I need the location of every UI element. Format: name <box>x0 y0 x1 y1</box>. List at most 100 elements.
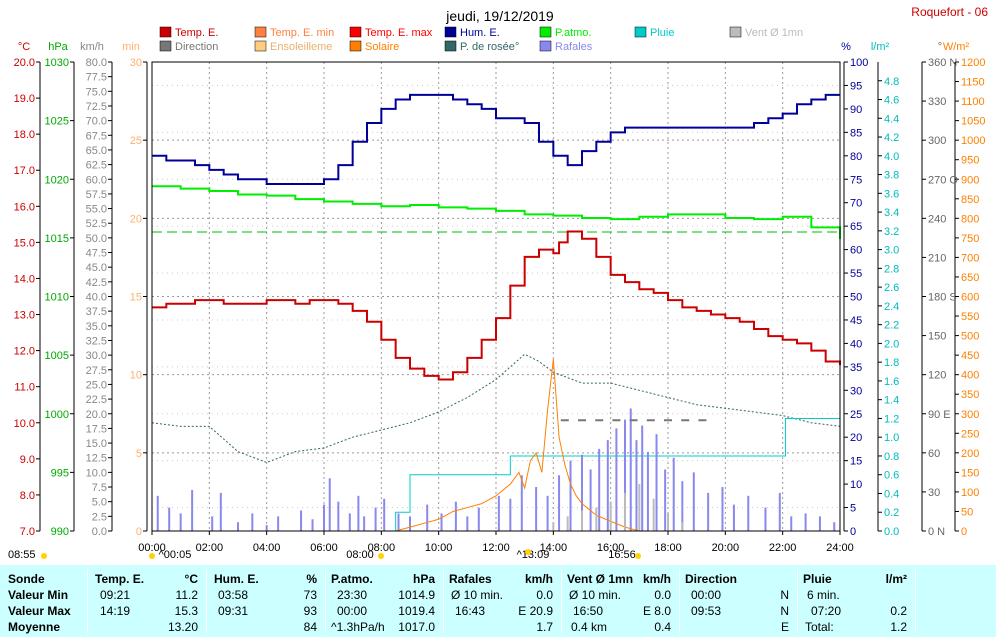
tick-label-rain_lm2: 2.4 <box>884 301 899 313</box>
point-direction <box>560 419 569 422</box>
x-tick-label: 22:00 <box>769 542 797 554</box>
direction-avg-value: E <box>780 620 789 634</box>
pluie-total-value: 1.2 <box>890 620 907 634</box>
tick-label-solar_wm2: 1050 <box>961 116 985 128</box>
tick-label-rain_lm2: 1.8 <box>884 357 899 369</box>
header-temp-unit: °C <box>184 572 198 586</box>
tick-label-rain_lm2: 2.2 <box>884 320 899 332</box>
tick-label-sunshine_min: 5 <box>136 448 142 460</box>
rafales-min-time: Ø 10 min. <box>451 588 504 602</box>
sun-marker-label: 16:56 <box>608 549 636 561</box>
legend-label: Vent Ø 1mn <box>745 27 803 39</box>
tick-label-wind_kmh: 0.0 <box>92 526 107 538</box>
legend-swatch <box>254 40 267 52</box>
tick-label-rain_lm2: 1.0 <box>884 432 899 444</box>
tick-label-rain_lm2: 0.0 <box>884 526 899 538</box>
tick-label-pressure_hpa: 1030 <box>45 57 69 69</box>
tick-label-direction_deg: 0 N <box>928 526 945 538</box>
table-row: Valeur Min 09:21 11.2 03:58 73 23:30 101… <box>0 587 996 603</box>
legend-label: P. de rosée° <box>460 41 519 53</box>
legend-label: Hum. E. <box>460 27 500 39</box>
tick-label-rain_lm2: 1.6 <box>884 376 899 388</box>
legend-swatch <box>349 40 362 52</box>
tick-label-solar_wm2: 1150 <box>961 77 985 89</box>
patmo-avg-value: 1017.0 <box>398 620 435 634</box>
hum-min-value: 73 <box>303 588 317 602</box>
patmo-max-time: 00:00 <box>337 604 368 618</box>
header-pluie-unit: l/m² <box>885 572 907 586</box>
tick-label-temp_c: 17.0 <box>14 165 35 177</box>
tick-label-wind_kmh: 17.5 <box>86 423 107 435</box>
pluie-interval: 6 min. <box>807 588 840 602</box>
tick-label-sunshine_min: 10 <box>130 370 142 382</box>
tick-label-direction_deg: 330 <box>928 96 946 108</box>
row-label: Valeur Min <box>8 588 69 602</box>
tick-label-humidity_pct: 90 <box>850 104 862 116</box>
stats-table: Sonde Temp. E. °C Hum. E. % P.atmo. hPa … <box>0 565 996 637</box>
x-tick-label: 14:00 <box>540 542 568 554</box>
tick-label-temp_c: 9.0 <box>20 454 35 466</box>
axis-unit-label: min <box>122 41 140 53</box>
tick-label-pressure_hpa: 1010 <box>45 292 69 304</box>
x-tick-label: 04:00 <box>253 542 281 554</box>
direction-min-value: N <box>780 588 789 602</box>
direction-min-time: 00:00 <box>691 588 722 602</box>
rafales-avg-value: 1.7 <box>536 620 553 634</box>
tick-label-pressure_hpa: 990 <box>51 526 69 538</box>
rafales-max-value: E 20.9 <box>518 604 553 618</box>
sun-icon <box>41 553 47 559</box>
tick-label-pressure_hpa: 1015 <box>45 233 69 245</box>
axis-unit-label: l/m² <box>871 41 890 53</box>
x-tick-label: 02:00 <box>196 542 224 554</box>
tick-label-humidity_pct: 45 <box>850 315 862 327</box>
patmo-min-value: 1014.9 <box>398 588 435 602</box>
tick-label-humidity_pct: 5 <box>850 503 856 515</box>
tick-label-wind_kmh: 42.5 <box>86 277 107 289</box>
tick-label-rain_lm2: 3.0 <box>884 245 899 257</box>
axis-unit-label: °C <box>18 41 30 53</box>
tick-label-pressure_hpa: 1020 <box>45 174 69 186</box>
legend-swatch <box>444 26 457 38</box>
tick-label-humidity_pct: 80 <box>850 151 862 163</box>
tick-label-solar_wm2: 100 <box>961 487 979 499</box>
legend-label: Pluie <box>650 27 674 39</box>
tick-label-direction_deg: 210 <box>928 252 946 264</box>
hum-max-time: 09:31 <box>218 604 249 618</box>
legend-swatch <box>159 40 172 52</box>
tick-label-humidity_pct: 35 <box>850 362 862 374</box>
axis-unit-label: km/h <box>80 41 104 53</box>
tick-label-solar_wm2: 200 <box>961 448 979 460</box>
tick-label-rain_lm2: 4.0 <box>884 151 899 163</box>
tick-label-sunshine_min: 30 <box>130 57 142 69</box>
tick-label-wind_kmh: 12.5 <box>86 453 107 465</box>
tick-label-solar_wm2: 1000 <box>961 135 985 147</box>
tick-label-humidity_pct: 50 <box>850 292 862 304</box>
tick-label-solar_wm2: 1100 <box>961 96 985 108</box>
legend-label: Temp. E. max <box>365 27 433 39</box>
tick-label-solar_wm2: 450 <box>961 350 979 362</box>
hum-max-value: 93 <box>303 604 317 618</box>
tick-label-humidity_pct: 0 <box>850 526 856 538</box>
point-direction <box>595 419 604 422</box>
x-tick-label: 18:00 <box>654 542 682 554</box>
tick-label-wind_kmh: 20.0 <box>86 409 107 421</box>
tick-label-direction_deg: 120 <box>928 370 946 382</box>
tick-label-temp_c: 16.0 <box>14 201 35 213</box>
tick-label-wind_kmh: 5.0 <box>92 497 107 509</box>
tick-label-wind_kmh: 75.0 <box>86 86 107 98</box>
header-vent: Vent Ø 1mn <box>567 572 634 586</box>
tick-label-rain_lm2: 3.4 <box>884 207 899 219</box>
direction-max-value: N <box>780 604 789 618</box>
header-patmo-unit: hPa <box>412 572 435 586</box>
vent-avg-value: 0.4 <box>654 620 671 634</box>
tick-label-rain_lm2: 2.0 <box>884 338 899 350</box>
tick-label-direction_deg: 270 O <box>928 174 958 186</box>
vent-min-time: Ø 10 min. <box>569 588 622 602</box>
temp-min-value: 11.2 <box>175 588 198 602</box>
patmo-max-value: 1019.4 <box>398 604 435 618</box>
tick-label-temp_c: 12.0 <box>14 346 35 358</box>
vent-max-value: E 8.0 <box>642 604 671 618</box>
tick-label-wind_kmh: 30.0 <box>86 350 107 362</box>
table-row: Moyenne 13.20 84 ^1.3hPa/h 1017.0 1.7 0.… <box>0 619 996 635</box>
tick-label-solar_wm2: 700 <box>961 252 979 264</box>
